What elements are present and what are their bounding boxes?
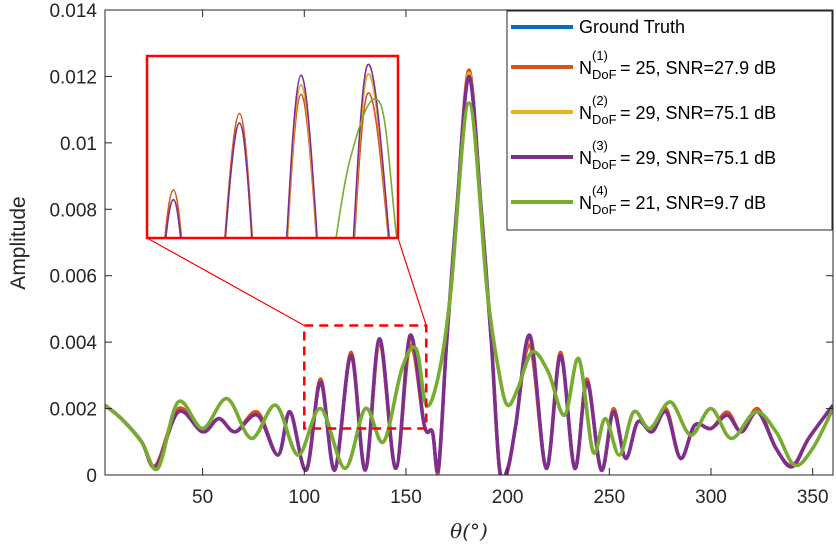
legend-label-main: N [579, 58, 592, 78]
y-tick-label: 0.01 [60, 134, 97, 155]
legend-label-rest: = 25, SNR=27.9 dB [620, 58, 776, 78]
legend-label-rest: = 29, SNR=75.1 dB [620, 148, 776, 168]
x-tick-label: 250 [593, 487, 625, 508]
y-tick-label: 0.006 [49, 267, 97, 288]
inset-border [145, 54, 400, 240]
y-tick-label: 0.014 [49, 1, 97, 22]
x-tick-label: 350 [797, 487, 829, 508]
x-tick-label: 200 [492, 487, 524, 508]
series-layer [105, 68, 833, 475]
legend-label-sub: DoF [592, 202, 617, 217]
zoom-region-box [303, 324, 428, 430]
y-axis-label: Amplitude [7, 196, 30, 289]
legend-item-n4: N(4) DoF = 21, SNR=9.7 dB [511, 183, 766, 217]
legend-item-ground_truth: Ground Truth [511, 17, 685, 37]
legend-label-main: N [579, 103, 592, 123]
legend-label-sub: DoF [592, 112, 617, 127]
y-tick-label: 0 [86, 466, 97, 487]
legend-label-rest: = 29, SNR=75.1 dB [620, 103, 776, 123]
zoom-inset [145, 54, 428, 430]
legend-box [506, 10, 833, 231]
legend-label-sup: (2) [592, 93, 608, 108]
axes: 50 100 150 200 250 300 350 0 0.002 0.004 0.006 0.00… [49, 1, 834, 508]
zoom-connector-left [146, 237, 305, 327]
axes-box [104, 9, 834, 476]
legend-item-n3: N(3) DoF = 29, SNR=75.1 dB [511, 138, 776, 172]
legend-label-sub: DoF [592, 67, 617, 82]
zoom-connector-right [397, 237, 427, 326]
series-line-n4 [105, 101, 833, 472]
legend-item-n2: N(2) DoF = 29, SNR=75.1 dB [511, 93, 776, 127]
legend-label-rest: = 21, SNR=9.7 dB [620, 193, 766, 213]
x-tick-label: 50 [192, 487, 213, 508]
legend-label-main: N [579, 148, 592, 168]
x-tick-label: 150 [390, 487, 422, 508]
legend-label-sub: DoF [592, 157, 617, 172]
legend-item-n1: N(1) DoF = 25, SNR=27.9 dB [511, 48, 776, 82]
y-tick-label: 0.012 [49, 67, 97, 88]
y-tick-label: 0.002 [49, 400, 97, 421]
y-tick-label: 0.008 [49, 200, 97, 221]
legend-label-sup: (3) [592, 138, 608, 153]
legend-label-main: N [579, 193, 592, 213]
legend-label-sup: (1) [592, 48, 608, 63]
x-tick-label: 100 [288, 487, 320, 508]
x-axis-label: θ(°) [450, 519, 488, 543]
y-tick-label: 0.004 [49, 333, 97, 354]
x-tick-label: 300 [695, 487, 727, 508]
legend-label: Ground Truth [579, 17, 685, 37]
legend-label-sup: (4) [592, 183, 608, 198]
